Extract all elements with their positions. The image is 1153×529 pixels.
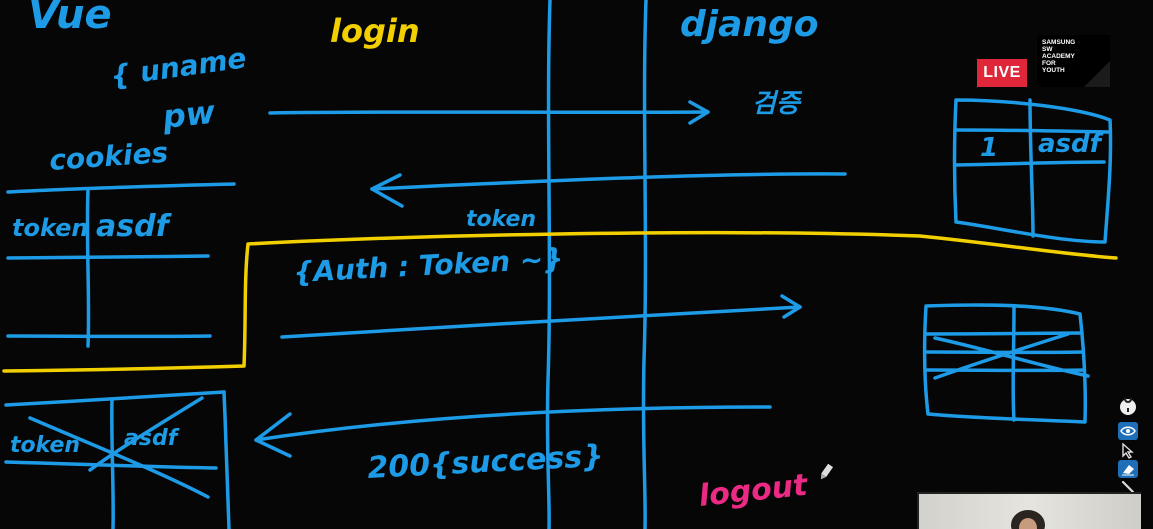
logout-label: logout [697,468,810,514]
pen-icon[interactable] [1118,478,1138,496]
db-table-divider [1028,98,1035,238]
success-response-arrowhead [254,412,292,458]
crossed-value-cell: asdf [124,426,180,451]
cookie-value-cell: asdf [96,209,173,244]
vue-label: Vue [28,0,112,38]
token-label: token [466,207,536,232]
old-table-row-line [4,460,218,470]
success-response-arrow [254,405,772,442]
auth-request-arrowhead [780,294,802,319]
presenter-webcam [917,492,1141,529]
deleted-db-table-cross-2 [933,332,1070,380]
old-table-top [4,390,226,407]
eye-icon[interactable] [1118,422,1138,440]
uname-label: { uname [108,41,248,93]
cookies-table-divider [85,188,91,348]
deleted-db-table-row-1 [924,331,1084,336]
pointer-icon[interactable] [1118,442,1138,460]
presenter-face [1019,518,1037,529]
token-response-arrowhead [370,173,404,208]
logo-line: SW [1042,46,1053,53]
logo-line: SAMSUNG [1042,39,1076,46]
cookies-table-top [6,182,236,194]
token-response-arrow [370,172,847,191]
auth-header-label: {Auth : Token ~} [293,242,564,289]
old-table-right [222,390,231,529]
success-response-label: 200{success} [367,439,605,486]
logo-line: FOR [1042,60,1056,67]
live-badge: LIVE [977,59,1027,87]
logo-line: YOUTH [1042,67,1065,74]
verify-label: 검증 [752,89,803,119]
db-table-outline [952,98,1113,244]
eraser-icon[interactable] [1118,460,1138,478]
db-id-cell: 1 [980,133,998,163]
deleted-db-table-outline [922,303,1088,424]
samsung-academy-logo: SAMSUNG SW ACADEMY FOR YOUTH [1037,35,1110,87]
pw-label: pw [160,93,218,136]
cookie-key-cell: token [12,214,88,242]
auth-request-arrow [280,305,802,339]
drawing-toolbar [1117,398,1139,496]
pen-cursor-icon [820,463,834,480]
divider-line-left [545,0,552,529]
deleted-db-table-cross-1 [933,336,1090,378]
divider-line-right [641,0,648,529]
crossed-key-cell: token [10,433,80,458]
auth-boundary-line [2,230,1118,373]
logo-line: ACADEMY [1042,53,1075,60]
cookies-table-row-line [6,254,210,260]
old-table-cross-1 [28,416,210,499]
login-request-arrowhead [688,100,710,125]
django-label: django [680,4,819,45]
deleted-db-table-divider [1011,304,1016,422]
pin-icon[interactable] [1118,398,1138,416]
cookies-label: cookies [48,136,169,177]
login-label: login [330,12,420,50]
db-table-mid-line [954,160,1106,167]
old-table-cross-2 [88,396,204,472]
login-request-arrow [268,110,710,115]
db-value-cell: asdf [1038,129,1105,159]
